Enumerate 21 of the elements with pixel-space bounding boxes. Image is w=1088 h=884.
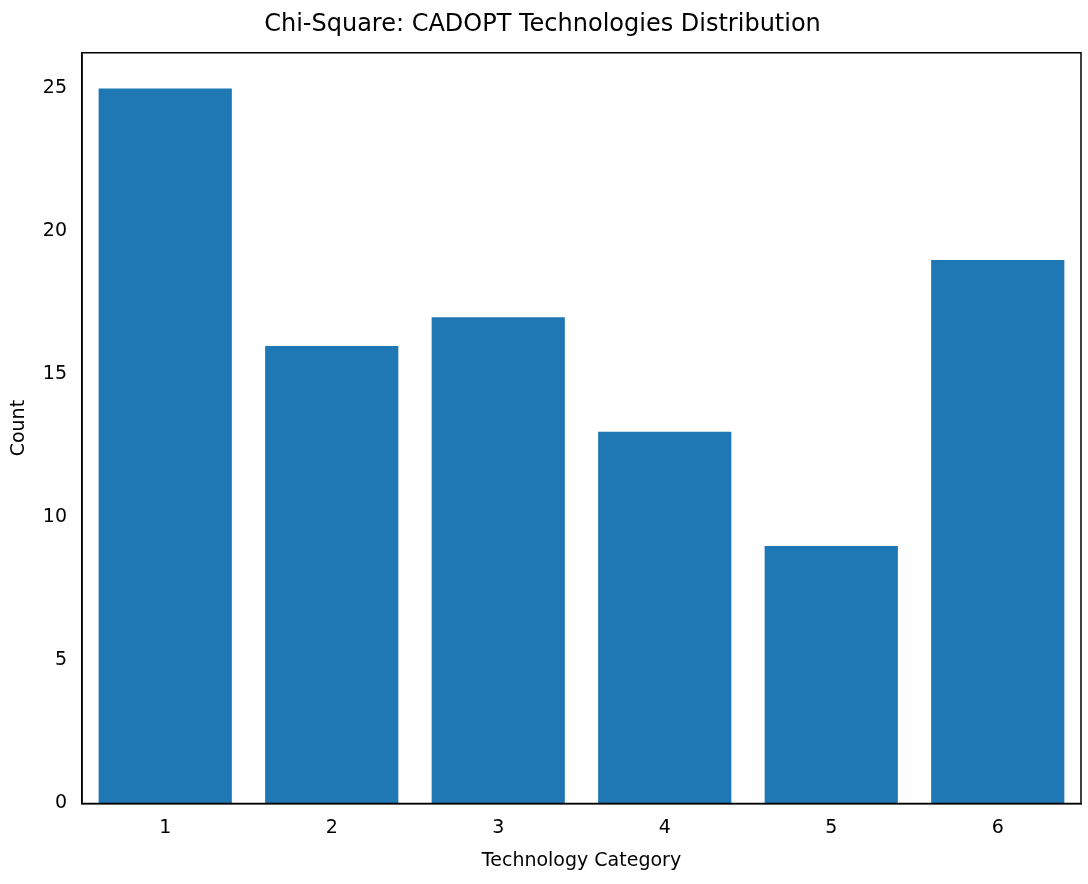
x-tick-label: 1 [159, 814, 172, 837]
y-tick-label: 25 [42, 75, 67, 98]
bar [265, 345, 399, 804]
y-tick-label: 20 [42, 218, 67, 241]
x-tick-label: 3 [492, 814, 505, 837]
bar [431, 317, 565, 804]
x-tick-label: 2 [325, 814, 338, 837]
bar [598, 431, 732, 804]
y-tick-label: 10 [42, 504, 67, 527]
y-tick-label: 0 [54, 790, 67, 813]
x-tick-label: 4 [658, 814, 671, 837]
x-tick-label: 6 [991, 814, 1004, 837]
chart-title: Chi-Square: CADOPT Technologies Distribution [264, 8, 821, 37]
bar [98, 88, 232, 804]
y-axis-title: Count [6, 399, 29, 457]
y-tick-label: 15 [42, 361, 67, 384]
bar [931, 260, 1065, 804]
x-tick-label: 5 [825, 814, 838, 837]
x-axis-title: Technology Category [480, 847, 682, 870]
bar [764, 546, 898, 804]
y-tick-label: 5 [54, 647, 67, 670]
